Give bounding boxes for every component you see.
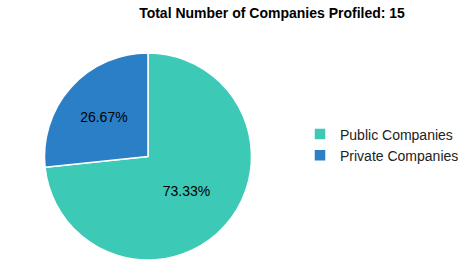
svg-text:Total Number of Companies Prof: Total Number of Companies Profiled: 15 — [139, 5, 405, 21]
svg-text:26.67%: 26.67% — [80, 109, 127, 125]
svg-text:Public Companies: Public Companies — [340, 127, 453, 143]
svg-text:Private Companies: Private Companies — [340, 148, 458, 164]
svg-text:73.33%: 73.33% — [163, 183, 210, 199]
